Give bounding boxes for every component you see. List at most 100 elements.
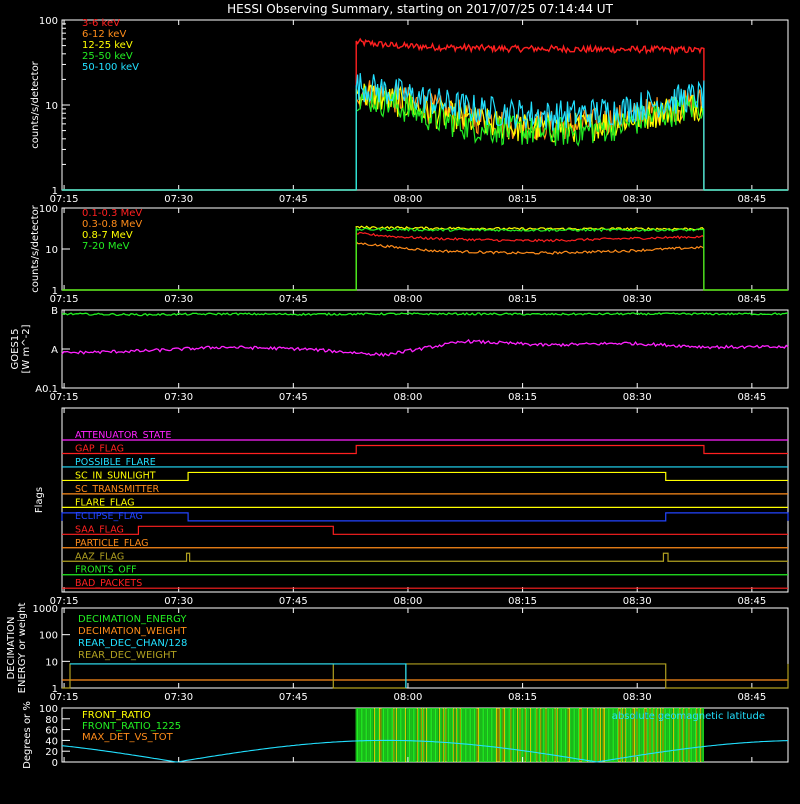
hxr-legend-entry: 6-12 keV	[82, 29, 126, 40]
hxr-xtick-label: 07:15	[50, 194, 79, 205]
flags-xtick-label: 07:45	[279, 596, 308, 607]
gamma-ytick-label: 100	[39, 204, 58, 215]
dec-ytick-label: 100	[39, 631, 58, 642]
goes-ytick-label: A0.1	[35, 384, 58, 395]
dec-xtick-label: 07:45	[279, 692, 308, 703]
flag-line	[62, 471, 788, 482]
gamma-legend-entry: 0.3-0.8 MeV	[82, 219, 142, 230]
goes-ylabel: GOES15	[10, 328, 21, 369]
goes-ylabel-units: [W m^-2]	[21, 324, 32, 373]
flag-line	[62, 525, 788, 535]
gamma-xtick-label: 08:30	[623, 294, 652, 305]
dec-xtick-label: 08:00	[394, 692, 423, 703]
flag-label: SAA_FLAG	[75, 524, 124, 535]
hxr-ytick-label: 10	[45, 101, 58, 112]
dec-xtick-label: 07:15	[50, 692, 79, 703]
hxr-series-line	[62, 84, 788, 191]
hxr-xtick-label: 08:45	[737, 194, 766, 205]
dec-rear-weight-line	[62, 663, 789, 689]
dec-xtick-label: 07:30	[164, 692, 193, 703]
flag-label: ECLIPSE_FLAG	[75, 511, 143, 522]
gamma-xtick-label: 08:00	[394, 294, 423, 305]
hxr-xtick-label: 08:30	[623, 194, 652, 205]
dec-xtick-label: 08:15	[508, 692, 537, 703]
dec-xtick-label: 08:45	[737, 692, 766, 703]
flags-xtick-label: 08:45	[737, 596, 766, 607]
flags-xtick-label: 08:00	[394, 596, 423, 607]
ratio-legend-entry: FRONT_RATIO_1225	[82, 721, 181, 732]
gamma-xtick-label: 07:15	[50, 294, 79, 305]
flag-label: ATTENUATOR_STATE	[75, 430, 171, 441]
flag-label: FLARE_FLAG	[75, 497, 135, 508]
dec-legend-entry: DECIMATION_ENERGY	[78, 614, 187, 625]
gamma-xtick-label: 08:15	[508, 294, 537, 305]
goes-xtick-label: 08:30	[623, 392, 652, 403]
goes-frame	[61, 309, 789, 389]
hxr-xtick-label: 08:00	[394, 194, 423, 205]
gamma-legend-entry: 0.1-0.3 MeV	[82, 208, 142, 219]
flag-line	[62, 444, 788, 455]
dec-xtick-label: 08:30	[623, 692, 652, 703]
ratio-ylabel: Degrees or %	[22, 701, 33, 769]
hxr-xtick-label: 08:15	[508, 194, 537, 205]
goes-xtick-label: 08:15	[508, 392, 537, 403]
gamma-series-line	[62, 231, 788, 291]
gamma-xtick-label: 08:45	[737, 294, 766, 305]
gamma-ytick-label: 1	[52, 286, 58, 297]
hxr-legend-entry: 3-6 keV	[82, 18, 120, 29]
gamma-frame	[61, 207, 789, 291]
hxr-series-line	[62, 73, 788, 191]
flag-label: POSSIBLE_FLARE	[75, 457, 156, 468]
dec-legend-entry: REAR_DEC_CHAN/128	[78, 638, 187, 649]
dec-legend-entry: REAR_DEC_WEIGHT	[78, 650, 177, 661]
goes-xtick-label: 07:45	[279, 392, 308, 403]
ratio-legend-entry: MAX_DET_VS_TOT	[82, 732, 174, 743]
goes-xtick-label: 07:15	[50, 392, 79, 403]
flag-label: GAP_FLAG	[75, 443, 124, 454]
ratio-ytick-label: 80	[45, 715, 58, 726]
flag-label: FRONTS_OFF	[75, 565, 137, 576]
gamma-ylabel: counts/s/detector	[30, 204, 41, 292]
hxr-xtick-label: 07:45	[279, 194, 308, 205]
goes-xtick-label: 08:00	[394, 392, 423, 403]
gamma-legend-entry: 0.8-7 MeV	[82, 230, 133, 241]
hxr-series-line	[62, 37, 788, 191]
goes-xtick-label: 08:45	[737, 392, 766, 403]
gamma-legend-entry: 7-20 MeV	[82, 241, 130, 252]
flag-line	[61, 512, 789, 522]
ratio-ytick-label: 40	[45, 736, 58, 747]
hxr-ylabel: counts/s/detector	[30, 60, 41, 148]
hxr-xtick-label: 07:30	[164, 194, 193, 205]
panels-layer: 07:15 07:30 07:45 08:00 08:15 08:30 08:4511010…	[6, 16, 789, 769]
dec-ylabel-2: ENERGY or weight	[17, 603, 28, 694]
gamma-xtick-label: 07:30	[164, 294, 193, 305]
dec-legend-entry: DECIMATION_WEIGHT	[78, 626, 187, 637]
gamma-xtick-label: 07:45	[279, 294, 308, 305]
dec-frame	[61, 607, 789, 689]
flag-label: PARTICLE_FLAG	[75, 538, 148, 549]
ratio-annotation: absolute geomagnetic latitude	[612, 711, 765, 722]
goes-xtick-label: 07:30	[164, 392, 193, 403]
flags-xtick-label: 07:15	[50, 596, 79, 607]
flags-ylabel: Flags	[34, 487, 45, 513]
flag-label: SC_IN_SUNLIGHT	[75, 470, 156, 481]
dec-rear-chan-line	[70, 663, 407, 688]
ratio-ytick-label: 60	[45, 726, 58, 737]
goes-ytick-label: A	[51, 345, 58, 356]
hxr-ytick-label: 100	[39, 16, 58, 27]
flags-xtick-label: 08:30	[623, 596, 652, 607]
ratio-ytick-label: 100	[39, 704, 58, 715]
gamma-series-line	[62, 226, 788, 291]
flag-label: AAZ_FLAG	[75, 551, 124, 562]
goes-ytick-label: B	[51, 306, 58, 317]
flag-label: BAD_PACKETS	[75, 578, 142, 589]
gamma-series-line	[62, 240, 788, 291]
ratio-ytick-label: 20	[45, 747, 58, 758]
hxr-ytick-label: 1	[52, 186, 58, 197]
flags-xtick-label: 07:30	[164, 596, 193, 607]
dec-ytick-label: 10	[45, 657, 58, 668]
chart-title: HESSI Observing Summary, starting on 201…	[227, 2, 613, 16]
hxr-legend-entry: 12-25 keV	[82, 40, 133, 51]
